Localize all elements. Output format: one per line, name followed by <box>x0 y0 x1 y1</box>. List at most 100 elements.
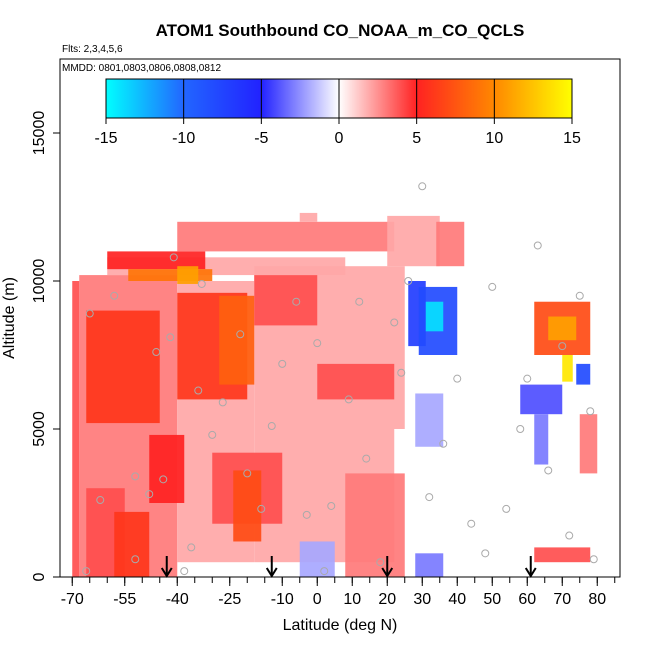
sample-point <box>418 182 427 191</box>
sample-point <box>166 333 175 342</box>
sample-point <box>187 543 196 552</box>
x-tick-label: 10 <box>343 591 361 608</box>
heat-cell <box>107 251 206 270</box>
heat-cell <box>415 393 444 447</box>
sample-point <box>376 558 385 567</box>
sample-point <box>243 469 252 478</box>
heat-cell <box>520 384 563 415</box>
sample-point <box>320 567 329 576</box>
heat-cell <box>114 511 150 577</box>
sample-point <box>180 567 189 576</box>
sample-point <box>523 374 532 383</box>
sample-point <box>159 475 168 484</box>
sample-point <box>257 504 266 513</box>
chart-title: ATOM1 Southbound CO_NOAA_m_CO_QCLS <box>156 21 525 40</box>
sample-point <box>425 493 434 502</box>
sample-point <box>502 504 511 513</box>
x-tick-label: 20 <box>378 591 396 608</box>
flights-label: Flts: 2,3,4,5,6 <box>62 44 123 55</box>
sample-point <box>453 374 462 383</box>
sample-point <box>575 291 584 300</box>
sample-point <box>355 297 364 306</box>
heat-cell <box>86 310 160 424</box>
dates-label: MMDD: 0801,0803,0806,0808,0812 <box>62 63 221 74</box>
x-tick-label: -10 <box>271 591 294 608</box>
colorbar-frame <box>105 78 573 119</box>
sample-point <box>131 472 140 481</box>
sample-point <box>586 407 595 416</box>
heat-cell <box>177 221 395 252</box>
sample-point <box>85 309 94 318</box>
heat-cell <box>562 355 573 382</box>
heat-cell <box>177 266 199 284</box>
sample-point <box>194 386 203 395</box>
sample-point <box>236 330 245 339</box>
y-tick-label: 10000 <box>31 259 48 304</box>
sample-point <box>313 339 322 348</box>
sample-point <box>404 277 413 285</box>
colorbar-tick-label: 15 <box>563 130 581 147</box>
sample-point <box>565 531 574 540</box>
heat-cell <box>548 316 577 341</box>
sample-point <box>390 318 399 327</box>
sample-point <box>558 342 567 351</box>
heat-cell <box>72 281 80 577</box>
sample-point <box>481 549 490 558</box>
x-tick-label: 70 <box>553 591 571 608</box>
sample-point <box>169 253 178 262</box>
y-tick-label: 15000 <box>31 111 48 156</box>
arrow-marker <box>524 556 537 578</box>
arrow-markers <box>160 556 537 578</box>
heat-cell <box>436 221 465 267</box>
x-tick-label: -55 <box>113 591 136 608</box>
sample-point <box>516 425 525 433</box>
x-tick-label: -70 <box>61 591 84 608</box>
x-axis-label: Latitude (deg N) <box>283 617 398 634</box>
x-axis: -70 -55 -40 -25 -10 0 10 20 30 40 50 60 70 80 <box>61 577 616 608</box>
sample-point <box>344 395 353 404</box>
sample-points <box>82 182 598 576</box>
sample-point <box>145 490 154 499</box>
arrow-marker <box>381 556 394 578</box>
colorbar: -15 -10 -5 0 5 10 15 <box>94 78 581 147</box>
y-tick-label: 5000 <box>31 411 48 447</box>
heat-cell <box>534 547 591 563</box>
heat-cell <box>425 301 444 332</box>
colorbar-tick-label: -15 <box>94 130 117 147</box>
sample-point <box>362 454 371 463</box>
sample-point <box>589 555 598 564</box>
x-tick-label: 0 <box>313 591 322 608</box>
heat-cell <box>128 269 213 281</box>
sample-point <box>467 519 476 528</box>
y-axis-label: Altitude (m) <box>1 277 18 359</box>
heat-cell <box>254 275 318 326</box>
sample-point <box>96 496 105 505</box>
sample-point <box>278 359 287 368</box>
x-tick-label: 50 <box>483 591 501 608</box>
sample-point <box>131 555 140 564</box>
heat-cell <box>534 414 549 465</box>
sample-point <box>544 466 553 475</box>
heatmap-cells <box>72 212 598 577</box>
sample-point <box>110 291 119 300</box>
sample-point <box>439 439 448 448</box>
x-tick-label: -25 <box>218 591 241 608</box>
plot-frame <box>59 58 621 578</box>
sample-point <box>152 348 161 357</box>
x-tick-label: -40 <box>166 591 189 608</box>
heat-cell <box>299 212 318 222</box>
sample-point <box>292 297 301 306</box>
heat-cell <box>579 414 598 474</box>
heat-cell <box>345 473 405 577</box>
colorbar-tick-label: -5 <box>254 130 268 147</box>
colorbar-tick-label: 5 <box>412 130 421 147</box>
sample-point <box>197 279 206 288</box>
x-tick-label: 30 <box>413 591 431 608</box>
sample-point <box>267 422 276 431</box>
sample-point <box>327 501 336 510</box>
sample-point <box>397 368 406 377</box>
x-tick-label: 80 <box>588 591 606 608</box>
heat-cell <box>576 363 591 385</box>
sample-point <box>488 282 497 291</box>
